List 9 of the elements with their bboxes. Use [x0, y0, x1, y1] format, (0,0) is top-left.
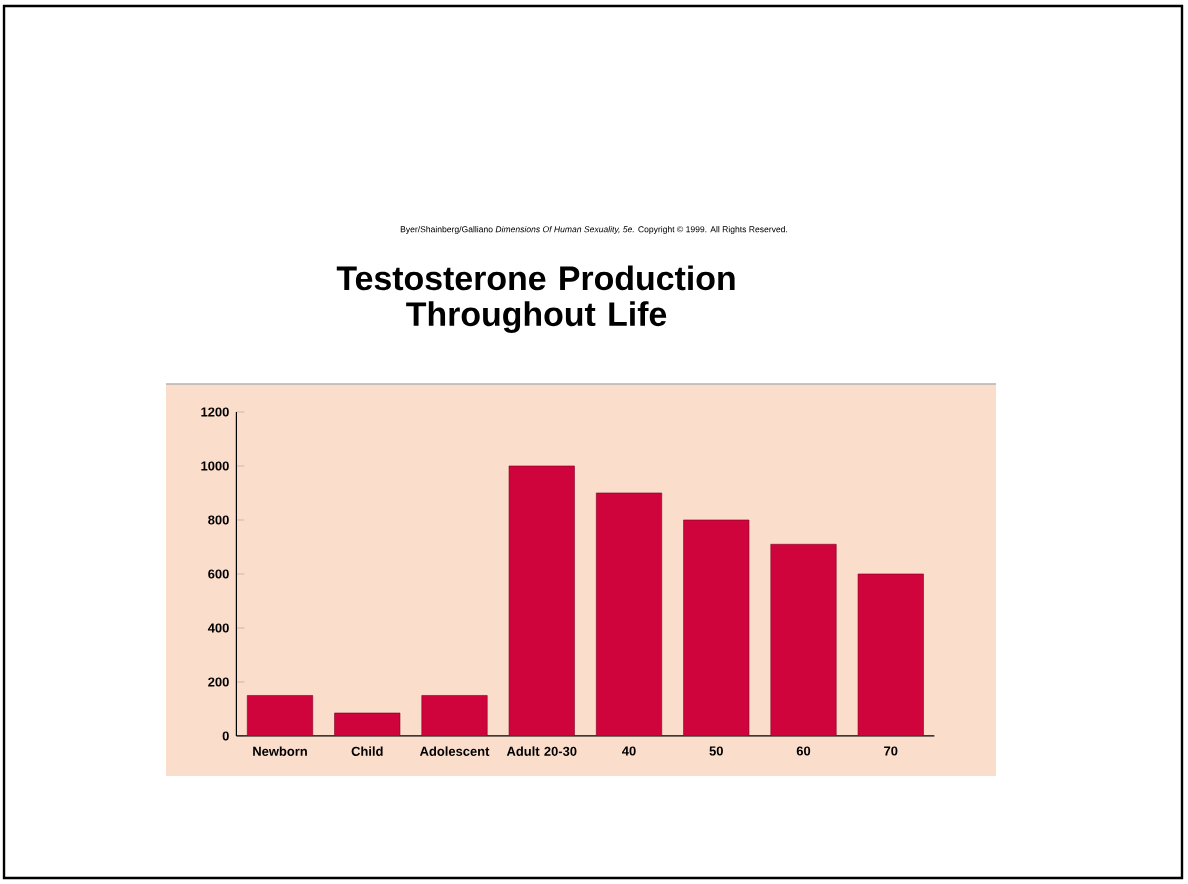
bar [247, 695, 314, 736]
chart-title: Testosterone Production Throughout Life [336, 265, 735, 333]
bar [421, 695, 488, 736]
bar [334, 712, 401, 736]
bar [857, 573, 924, 736]
bar [508, 465, 575, 736]
bar [770, 543, 837, 736]
bar [683, 519, 750, 736]
bar [596, 492, 663, 736]
